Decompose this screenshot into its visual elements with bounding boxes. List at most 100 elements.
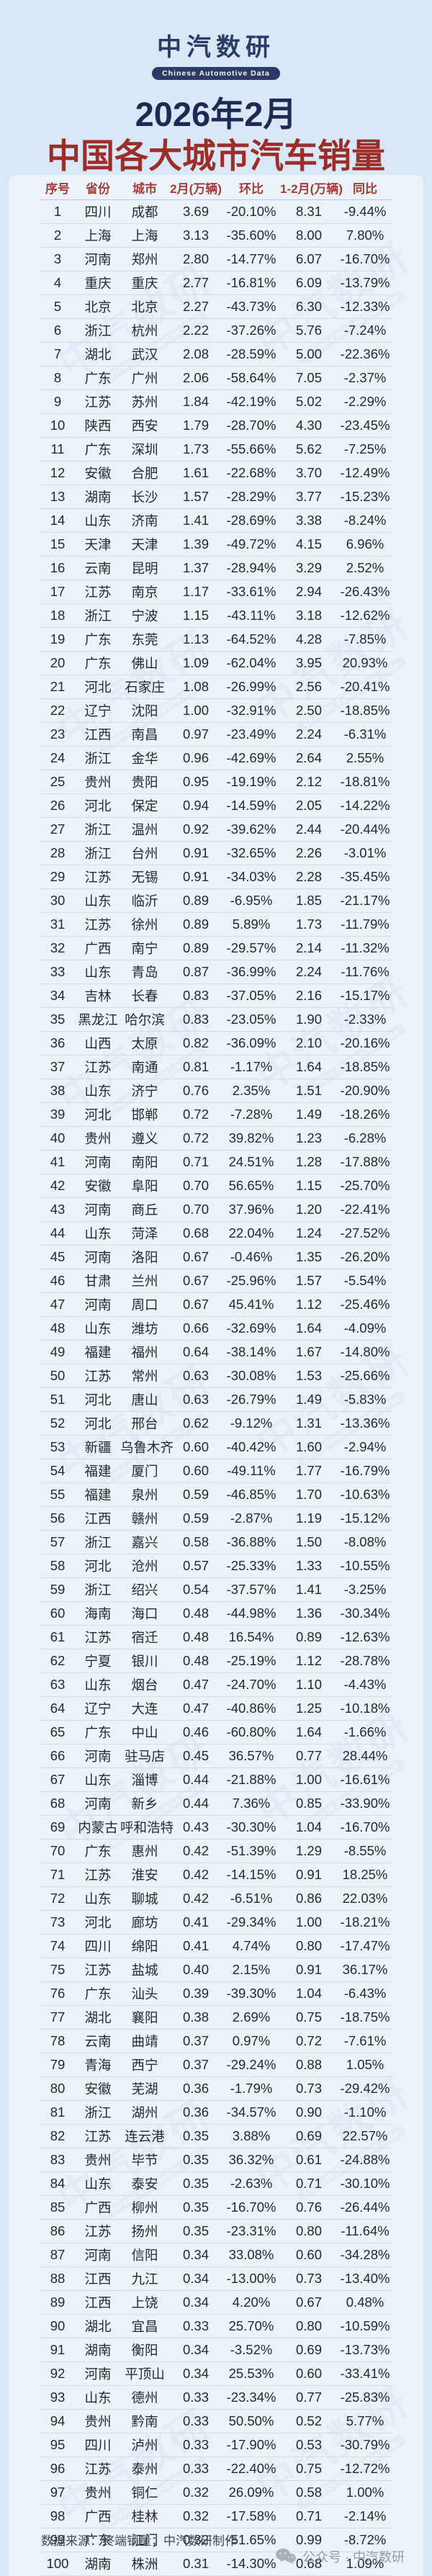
cell-rank: 69 [50, 1819, 66, 1834]
cell-mom: -2.87% [230, 1510, 273, 1526]
cell-city: 大连 [131, 1701, 158, 1716]
cell-rank: 57 [50, 1534, 66, 1549]
cell-feb-sales: 0.72 [182, 1107, 209, 1122]
cell-city: 贵阳 [131, 775, 158, 790]
cell-rank: 65 [50, 1724, 66, 1739]
table-row: 88 江西 九江 0.34 -13.00% 0.73 -13.40% [40, 2267, 392, 2291]
cell-rank: 24 [50, 750, 66, 765]
wechat-account-label: 公众号 · 中汽数研 [302, 2550, 405, 2564]
cell-city: 成都 [131, 204, 158, 220]
cell-province: 河南 [84, 1297, 112, 1312]
cell-yoy: -26.43% [340, 584, 390, 599]
table-row: 79 青海 西宁 0.37 -29.24% 0.88 1.05% [40, 2053, 392, 2077]
col-header-province: 省份 [86, 181, 110, 196]
cell-jan-feb-sales: 1.50 [295, 1534, 322, 1549]
cell-yoy: -18.75% [340, 2009, 390, 2025]
cell-rank: 56 [50, 1510, 66, 1526]
cell-yoy: -18.85% [340, 703, 390, 718]
cell-city: 邢台 [131, 1416, 158, 1431]
table-row: 52 河北 邢台 0.62 -9.12% 1.31 -13.36% [40, 1412, 392, 1436]
cell-feb-sales: 0.91 [182, 845, 209, 860]
table-row: 100 湖南 株洲 0.31 -14.30% 0.68 1.09% [40, 2552, 392, 2576]
cell-yoy: -5.54% [343, 1273, 387, 1288]
cell-city: 重庆 [131, 276, 158, 291]
table-row: 64 辽宁 大连 0.47 -40.86% 1.25 -10.18% [40, 1697, 392, 1721]
cell-yoy: -27.52% [340, 1225, 390, 1240]
cell-feb-sales: 0.70 [182, 1202, 209, 1217]
table-row: 50 江苏 常州 0.63 -30.08% 1.53 -25.66% [40, 1364, 392, 1388]
cell-feb-sales: 0.36 [182, 2081, 209, 2096]
cell-province: 广西 [84, 2200, 112, 2215]
cell-yoy: -8.24% [343, 513, 387, 528]
cell-mom: -23.34% [226, 2390, 276, 2405]
cell-city: 商丘 [131, 1202, 158, 1217]
cell-rank: 67 [50, 1772, 66, 1787]
cell-city: 天津 [131, 537, 158, 552]
cell-jan-feb-sales: 3.38 [295, 513, 322, 528]
cell-city: 绵阳 [131, 1939, 158, 1954]
cell-yoy: -1.66% [343, 1724, 387, 1739]
cell-feb-sales: 0.92 [182, 821, 209, 837]
cell-province: 湖南 [84, 490, 112, 505]
cell-city: 盐城 [131, 1963, 158, 1978]
cell-feb-sales: 1.84 [182, 394, 209, 409]
cell-mom: -51.39% [226, 1843, 276, 1858]
cell-feb-sales: 0.37 [182, 2033, 209, 2048]
cell-jan-feb-sales: 0.60 [295, 2247, 322, 2262]
cell-feb-sales: 1.57 [182, 489, 209, 504]
cell-mom: 25.70% [228, 2318, 274, 2333]
cell-city: 临沂 [131, 893, 158, 909]
table-row: 54 福建 厦门 0.60 -49.11% 1.77 -16.79% [40, 1459, 392, 1483]
cell-city: 烟台 [131, 1677, 158, 1693]
table-row: 7 湖北 武汉 2.08 -28.59% 5.00 -22.36% [40, 343, 392, 366]
cell-feb-sales: 0.87 [182, 964, 209, 979]
cell-feb-sales: 0.67 [182, 1249, 209, 1264]
cell-mom: -14.77% [226, 251, 276, 266]
cell-jan-feb-sales: 1.00 [295, 1914, 322, 1929]
cell-jan-feb-sales: 2.26 [295, 845, 322, 860]
cell-province: 河南 [84, 1155, 112, 1170]
cell-rank: 12 [50, 465, 66, 480]
cell-rank: 88 [50, 2271, 66, 2286]
cell-rank: 81 [50, 2104, 66, 2120]
cell-province: 广东 [84, 632, 112, 647]
cell-province: 广东 [84, 2533, 112, 2548]
cell-yoy: -10.18% [340, 1701, 390, 1716]
cell-mom: 3.88% [232, 2128, 271, 2143]
cell-city: 哈尔滨 [125, 1012, 165, 1027]
table-row: 56 江西 赣州 0.59 -2.87% 1.19 -15.12% [40, 1507, 392, 1531]
cell-province: 辽宁 [84, 703, 112, 719]
cell-mom: -28.70% [226, 418, 276, 433]
cell-rank: 79 [50, 2057, 66, 2072]
cell-feb-sales: 0.35 [182, 2152, 209, 2167]
cell-yoy: -20.16% [340, 1035, 390, 1050]
cell-mom: -36.99% [226, 964, 276, 979]
cell-city: 青岛 [131, 965, 158, 980]
cell-mom: 4.20% [232, 2294, 271, 2310]
table-row: 4 重庆 重庆 2.77 -16.81% 6.09 -13.79% [40, 271, 392, 295]
cell-feb-sales: 0.47 [182, 1677, 209, 1692]
cell-mom: -34.57% [226, 2104, 276, 2120]
table-row: 21 河北 石家庄 1.08 -26.99% 2.56 -20.41% [40, 675, 392, 699]
cell-mom: -16.70% [226, 2199, 276, 2215]
cell-province: 安徽 [84, 1179, 112, 1194]
cell-province: 山东 [84, 2390, 112, 2405]
cell-yoy: -22.41% [340, 1202, 390, 1217]
cell-feb-sales: 0.43 [182, 1819, 209, 1834]
cell-feb-sales: 0.57 [182, 1558, 209, 1573]
cell-jan-feb-sales: 1.10 [295, 1677, 322, 1692]
cell-rank: 41 [50, 1154, 66, 1169]
cell-jan-feb-sales: 1.57 [295, 1273, 322, 1288]
cell-feb-sales: 0.35 [182, 2176, 209, 2191]
cell-city: 长春 [131, 988, 158, 1004]
cell-jan-feb-sales: 1.33 [295, 1558, 322, 1573]
cell-rank: 14 [50, 513, 66, 528]
cell-province: 福建 [84, 1464, 112, 1479]
cell-yoy: 6.96% [346, 536, 384, 551]
cell-province: 江苏 [84, 2129, 112, 2144]
cell-rank: 72 [50, 1891, 66, 1906]
cell-yoy: -33.41% [340, 2366, 390, 2381]
cell-jan-feb-sales: 0.77 [295, 1748, 322, 1763]
cell-jan-feb-sales: 2.28 [295, 869, 322, 884]
